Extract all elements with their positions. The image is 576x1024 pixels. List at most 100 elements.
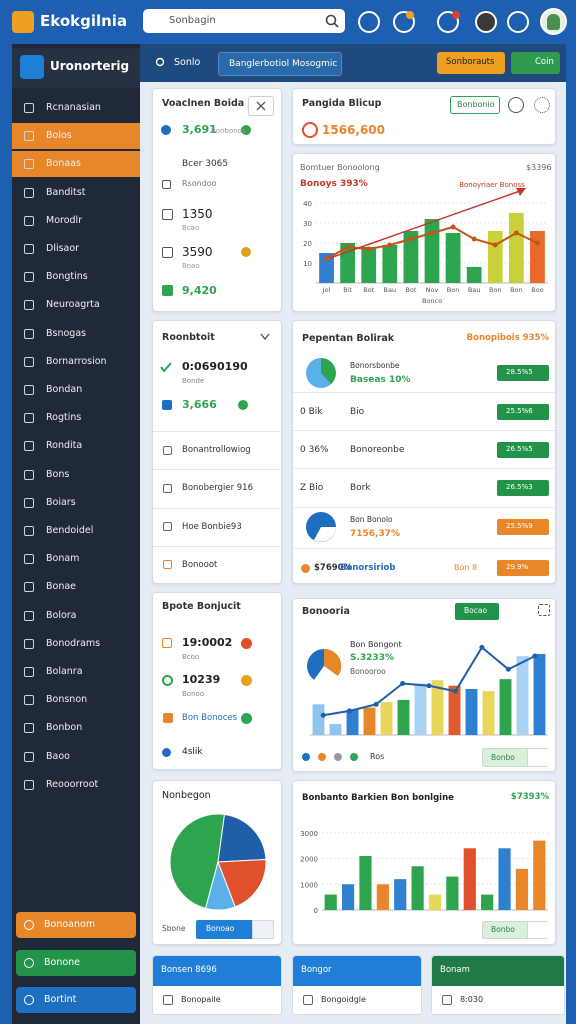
bar xyxy=(482,691,495,735)
nav-item[interactable]: Bolanra xyxy=(12,659,140,685)
nav-item[interactable]: Rogtins xyxy=(12,405,140,431)
bottom-card[interactable]: Bongor Bongoidgle xyxy=(292,955,422,1015)
bottom-card[interactable]: Bonam 8:030 xyxy=(431,955,565,1015)
x-tick-label: Bon xyxy=(489,286,502,294)
header-icon[interactable] xyxy=(393,11,415,33)
bar xyxy=(530,231,545,283)
nav-item[interactable]: Bonam xyxy=(12,546,140,572)
select[interactable]: Bonbo xyxy=(482,921,548,939)
nav-item[interactable]: Bons xyxy=(12,462,140,488)
report-extra: Bon 8 xyxy=(454,563,478,572)
toolbar-chip[interactable]: Coin xyxy=(511,52,560,74)
nav-item[interactable]: Bonodrams xyxy=(12,631,140,657)
nav-item[interactable]: Bsnogas xyxy=(12,321,140,347)
select[interactable]: Bonoao xyxy=(196,920,274,939)
nav-icon xyxy=(24,526,34,536)
nav-item[interactable]: Bonsnon xyxy=(12,687,140,713)
legend-dot xyxy=(318,753,326,761)
x-tick-label: Nov xyxy=(426,286,439,294)
nav-item[interactable]: Bolora xyxy=(12,603,140,629)
button-label: 26.5%3 xyxy=(506,483,533,491)
report-button[interactable]: 26.5%3 xyxy=(497,480,549,496)
select-arrow xyxy=(252,920,274,939)
sidebar-footer-button[interactable]: Bortint xyxy=(16,987,136,1013)
insights-value: S.3233% xyxy=(350,653,394,663)
header-icon[interactable] xyxy=(437,11,459,33)
sidebar-footer-button[interactable]: Bonone xyxy=(16,949,136,976)
legend-dot xyxy=(334,753,342,761)
y-tick-label: 0 xyxy=(314,907,318,915)
nav-item[interactable]: Bonae xyxy=(12,574,140,600)
toolbar-action[interactable]: Sonborauts xyxy=(437,52,505,74)
nav-item[interactable]: Dlisaor xyxy=(12,236,140,262)
report-button[interactable]: 25.5%9 xyxy=(497,519,549,535)
task-note: Bonoo xyxy=(182,690,205,698)
nav-item[interactable]: Bongtins xyxy=(12,264,140,290)
bar xyxy=(363,707,376,735)
close-button[interactable] xyxy=(248,96,274,116)
nav-icon xyxy=(24,385,34,395)
overview-icon[interactable] xyxy=(534,97,550,113)
report-button[interactable]: 28.5%5 xyxy=(497,365,549,381)
report-button[interactable]: 25.5%6 xyxy=(497,404,549,420)
nav-item[interactable]: Bendoidel xyxy=(12,518,140,544)
nav-item[interactable]: Rcnanasian xyxy=(12,95,140,121)
row-icon xyxy=(162,675,173,686)
bar xyxy=(359,856,372,910)
header-icon[interactable] xyxy=(475,11,497,33)
chevron xyxy=(260,333,270,341)
y-tick-label: 40 xyxy=(303,200,312,208)
report-value: Bork xyxy=(350,483,371,493)
bar xyxy=(463,848,476,910)
insights-icon[interactable] xyxy=(538,604,550,616)
nav-label: Bonae xyxy=(46,581,77,593)
nav-icon xyxy=(24,469,34,480)
nav-label: Bons xyxy=(46,468,70,480)
bar xyxy=(499,679,512,735)
header-icon[interactable] xyxy=(507,11,529,33)
overview-icon[interactable] xyxy=(508,97,524,113)
nav-label: Bolanra xyxy=(46,666,83,677)
nav-item[interactable]: Rondita xyxy=(12,433,140,459)
button-label: 25.5%6 xyxy=(506,407,533,415)
bar xyxy=(445,233,461,283)
toolbar-search[interactable]: Sonlo xyxy=(174,57,201,68)
nav-item[interactable]: Baoo xyxy=(12,744,140,770)
search-box[interactable]: Sonbagin xyxy=(143,9,345,33)
list-icon xyxy=(163,522,172,532)
toolbar-tab[interactable]: Banglerbotiol Mosogmic xyxy=(218,52,342,76)
pie-slice xyxy=(217,858,267,908)
bar xyxy=(466,267,482,283)
nav-icon xyxy=(24,131,34,142)
legend-dot xyxy=(350,753,358,761)
dropdown-icon xyxy=(260,333,270,341)
nav-item[interactable]: Morodlr xyxy=(12,208,140,234)
nav-icon xyxy=(24,667,34,677)
nav-item[interactable]: Bondan xyxy=(12,377,140,403)
header-icon[interactable] xyxy=(358,11,380,33)
nav-item[interactable]: Neuroagrta xyxy=(12,292,140,318)
sidebar-footer-button[interactable]: Bonoanom xyxy=(16,912,136,938)
nav-item[interactable]: Bornarrosion xyxy=(12,349,140,375)
list-icon xyxy=(163,445,172,455)
sidebar-logo xyxy=(20,55,44,79)
overview-button[interactable]: Bonbonio xyxy=(450,96,500,114)
nav-item[interactable]: Banditst xyxy=(12,180,140,206)
nav-item[interactable]: Bonbon xyxy=(12,715,140,741)
task-value: 10239 xyxy=(182,673,221,686)
nav-item[interactable]: Bonaas xyxy=(12,151,140,178)
bar xyxy=(414,683,427,735)
summary-panel xyxy=(152,88,282,312)
nav-item[interactable]: Boiars xyxy=(12,490,140,516)
select-label: Bonbo xyxy=(491,925,515,934)
footer-label: Bonone xyxy=(44,956,81,968)
nav-item[interactable]: Bolos xyxy=(12,123,140,150)
check xyxy=(160,362,172,372)
nav-label: Bondan xyxy=(46,384,83,395)
select[interactable]: Bonbo xyxy=(482,748,548,767)
insights-button[interactable]: Bocao xyxy=(455,603,499,620)
report-button[interactable]: 29.9% xyxy=(497,560,549,576)
report-button[interactable]: 26.5%5 xyxy=(497,442,549,458)
nav-item[interactable]: Reooorroot xyxy=(12,772,140,798)
bottom-card[interactable]: Bonsen 8696 Bonopaile xyxy=(152,955,282,1015)
